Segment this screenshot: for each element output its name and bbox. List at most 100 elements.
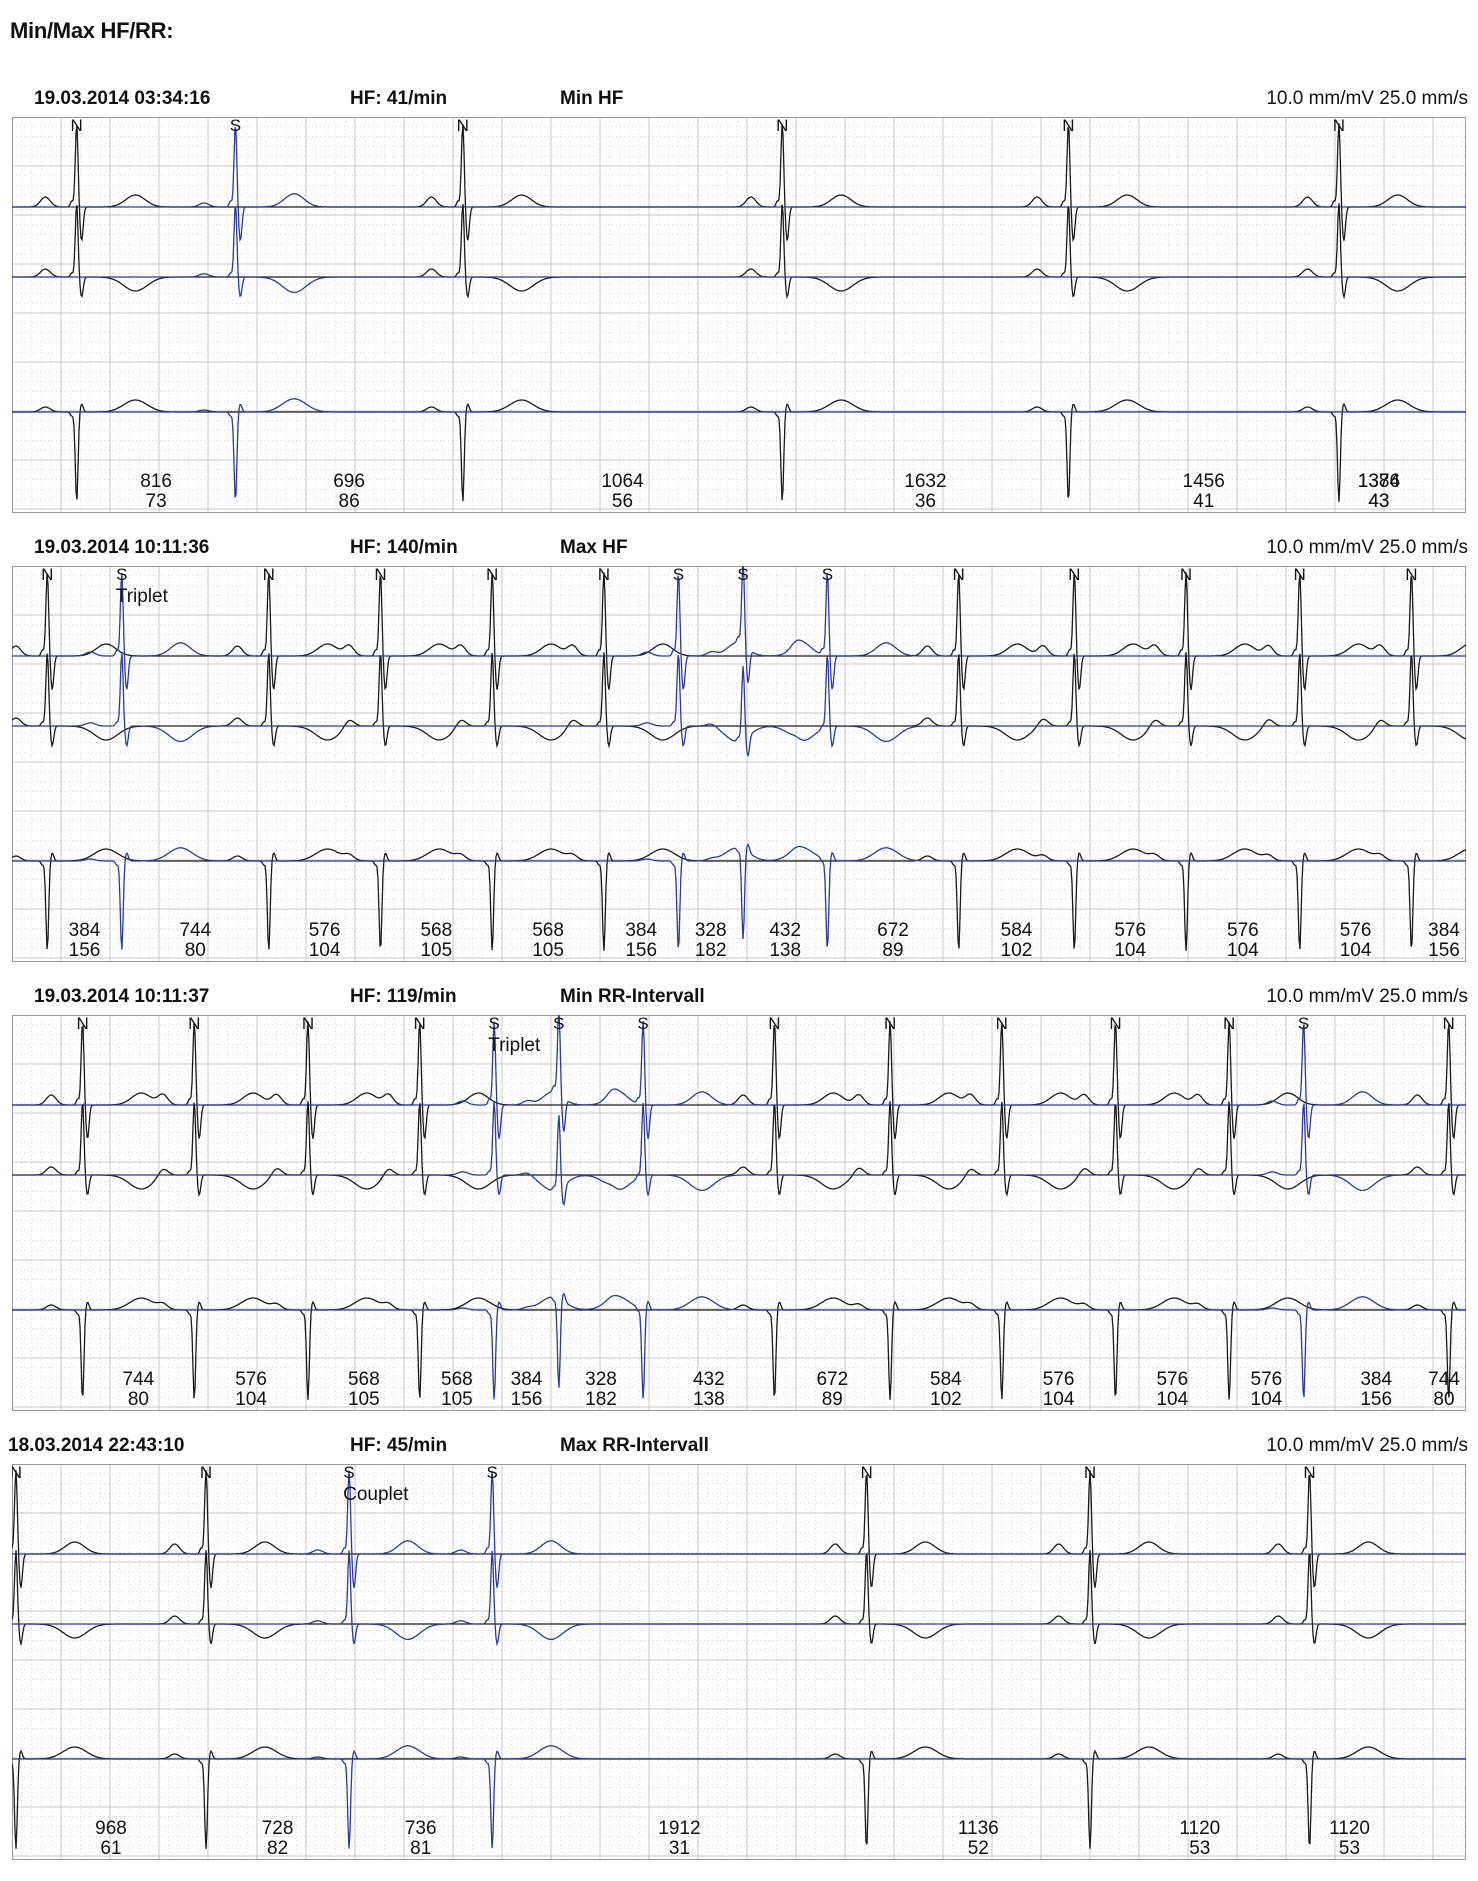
ecg-trace-normal [12,1101,1466,1198]
strip-scale: 10.0 mm/mV 25.0 mm/s [1266,88,1468,109]
ecg-grid [12,1015,1466,1411]
page-title: Min/Max HF/RR: [10,18,174,43]
rr-interval-bpm: 104 [1114,940,1146,961]
rr-interval-bpm: 156 [1428,940,1460,961]
beat-label: N [486,566,498,584]
rr-interval-bpm: 104 [1156,1389,1188,1410]
strip-event-label: Max HF [560,537,628,558]
ecg-trace-supraventricular [12,1550,1466,1647]
rr-interval-ms: 584 [930,1369,962,1390]
rr-interval-bpm: 41 [1193,491,1214,512]
rr-interval-ms: 672 [877,920,909,941]
beat-label: N [188,1015,200,1033]
beat-label: S [116,566,127,584]
rr-interval-ms: 1632 [904,471,946,492]
beat-label: N [776,117,788,135]
rr-interval-ms: 576 [1156,1369,1188,1390]
rr-interval-bpm: 89 [822,1389,843,1410]
rr-interval-bpm: 156 [625,940,657,961]
rr-interval-ms: 672 [816,1369,848,1390]
beat-label: N [953,566,965,584]
ecg-trace-supraventricular [12,398,1466,498]
strip-scale: 10.0 mm/mV 25.0 mm/s [1266,1435,1468,1456]
rr-interval-ms: 1384 [1358,471,1401,492]
rr-interval-bpm: 156 [1360,1389,1392,1410]
strip-header: 18.03.2014 22:43:10 HF: 45/min Max RR-In… [0,1431,1478,1459]
strip-heart-rate: HF: 119/min [350,986,457,1007]
rr-interval-ms: 728 [262,1818,294,1839]
ecg-trace-supraventricular [12,566,1466,690]
beat-label: N [414,1015,426,1033]
strip-header: 19.03.2014 10:11:36 HF: 140/min Max HF 1… [0,533,1478,561]
ecg-trace-normal [12,652,1466,749]
strip-event-label: Max RR-Intervall [560,1435,709,1456]
ecg-trace-normal [12,1021,1466,1141]
rr-interval-ms: 1064 [601,471,644,492]
beat-label: N [1109,1015,1121,1033]
rr-interval-ms: 576 [235,1369,267,1390]
rr-interval-ms: 432 [693,1369,725,1390]
beat-label: N [996,1015,1008,1033]
rr-interval-ms: 584 [1001,920,1033,941]
rhythm-annotation: Triplet [116,586,169,607]
beat-label: S [487,1464,498,1482]
beat-label: N [76,1015,88,1033]
rr-interval-ms: 576 [1227,920,1259,941]
strip-date: 18.03.2014 22:43:10 [8,1435,185,1456]
rhythm-annotation: Couplet [343,1484,409,1505]
rr-interval-ms: 384 [1428,920,1460,941]
ecg-grid [12,1464,1466,1860]
rhythm-annotation: Triplet [488,1035,541,1056]
rr-interval-ms: 576 [1043,1369,1075,1390]
beat-label: N [1068,566,1080,584]
beat-label: S [489,1015,500,1033]
rr-interval-bpm: 36 [915,491,936,512]
rr-interval-ms: 696 [333,471,365,492]
rr-interval-bpm: 80 [128,1389,149,1410]
rr-interval-bpm: 104 [1340,940,1372,961]
strip-scale: 10.0 mm/mV 25.0 mm/s [1266,986,1468,1007]
strip-heart-rate: HF: 45/min [350,1435,448,1456]
ecg-trace-supraventricular [12,653,1466,757]
rr-interval-bpm: 53 [1339,1838,1360,1859]
rr-interval-ms: 1912 [658,1818,700,1839]
beat-label: N [884,1015,896,1033]
rr-interval-bpm: 82 [267,1838,288,1859]
rr-interval-bpm: 86 [339,491,360,512]
rr-interval-ms: 1376 [1358,471,1400,492]
rr-interval-bpm: 56 [612,491,633,512]
rr-interval-ms: 816 [140,471,172,492]
ecg-strip: N S N N N N S S S N N N N N Triplet 384 156 744 80 576 104 56… [12,566,1466,962]
rr-interval-ms: 568 [420,920,452,941]
ecg-trace-normal [12,203,1466,300]
beat-label: S [637,1015,648,1033]
beat-label: N [374,566,386,584]
strip-header: 19.03.2014 10:11:37 HF: 119/min Min RR-I… [0,982,1478,1010]
rr-interval-bpm: 61 [100,1838,121,1859]
ecg-trace-normal [12,1746,1466,1849]
beat-label: N [457,117,469,135]
ecg-strip-svg: N N N N S S S N N N N N S NTriplet7448057610456810556… [12,1015,1466,1411]
beat-label: N [41,566,53,584]
strip-heart-rate: HF: 41/min [350,88,448,109]
rr-interval-ms: 384 [511,1369,543,1390]
rr-interval-bpm: 104 [1227,940,1259,961]
rr-interval-bpm: 138 [693,1389,725,1410]
rr-interval-bpm: 43 [1368,491,1389,512]
strip-date: 19.03.2014 10:11:37 [34,986,210,1007]
beat-label: S [1298,1015,1309,1033]
rr-interval-bpm: 31 [669,1838,690,1859]
rr-interval-bpm: 182 [585,1389,617,1410]
rr-interval-ms: 1120 [1179,1818,1220,1839]
beat-label: N [1223,1015,1235,1033]
rr-interval-ms: 432 [769,920,801,941]
rr-interval-ms: 744 [1428,1369,1460,1390]
rr-interval-bpm: 105 [420,940,452,961]
rr-interval-ms: 1456 [1183,471,1225,492]
rr-interval-ms: 1136 [958,1818,999,1839]
beat-label: N [302,1015,314,1033]
rr-interval-bpm: 104 [1251,1389,1283,1410]
beat-label: N [1062,117,1074,135]
rr-interval-bpm: 104 [309,940,341,961]
strip-date: 19.03.2014 03:34:16 [34,88,211,109]
